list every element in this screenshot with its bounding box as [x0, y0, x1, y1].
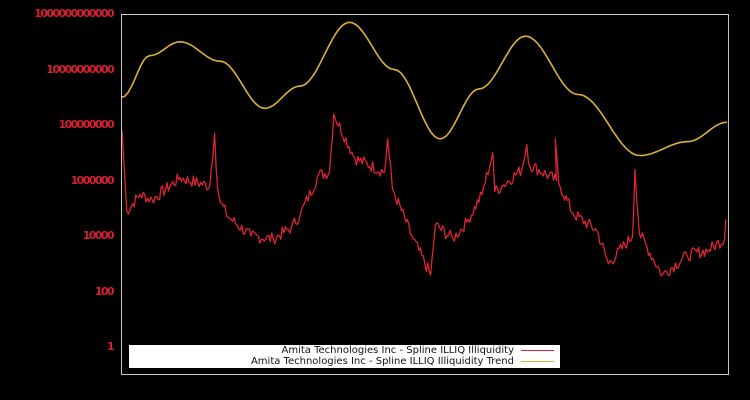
y-tick-label: 100000000 — [58, 118, 115, 131]
legend-item-illiquidity: Amita Technologies Inc - Spline ILLIQ Il… — [282, 345, 554, 356]
legend-label: Amita Technologies Inc - Spline ILLIQ Il… — [250, 356, 514, 367]
legend: Amita Technologies Inc - Spline ILLIQ Il… — [129, 345, 560, 368]
legend-label: Amita Technologies Inc - Spline ILLIQ Il… — [281, 345, 514, 356]
y-tick-label: 100 — [94, 285, 115, 298]
y-tick-label: 1000000 — [70, 174, 115, 187]
legend-item-illiquidity-trend: Amita Technologies Inc - Spline ILLIQ Il… — [251, 356, 554, 367]
y-tick-label: 10000 — [82, 229, 115, 242]
series-line-illiquidity-trend — [121, 21, 728, 157]
y-tick-label: 10000000000 — [46, 63, 114, 76]
legend-swatch-line-icon — [521, 350, 554, 351]
legend-swatch-line-icon — [521, 361, 554, 362]
series-line-illiquidity — [121, 113, 727, 277]
y-tick-label: 1 — [106, 340, 115, 353]
plot-frame — [121, 14, 729, 375]
y-tick-label: 1000000000000 — [34, 7, 114, 20]
